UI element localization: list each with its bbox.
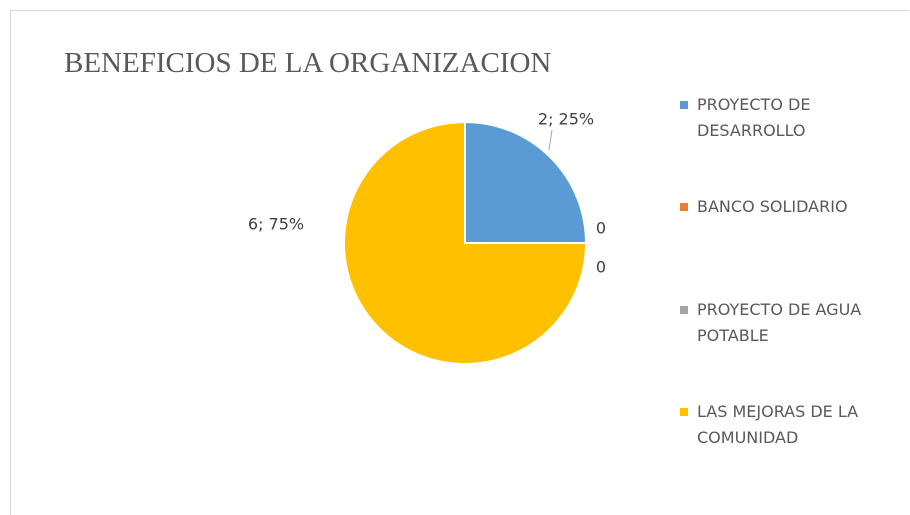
legend-label: LAS MEJORAS DE LA COMUNIDAD <box>697 402 859 447</box>
legend-item: BANCO SOLIDARIO <box>680 194 890 220</box>
data-label: 0 <box>596 219 606 238</box>
pie-slice <box>343 120 588 365</box>
legend-swatch <box>680 408 688 416</box>
legend-item: PROYECTO DE DESARROLLO <box>680 92 890 144</box>
data-label: 2; 25% <box>538 110 594 129</box>
pie-slice <box>464 120 588 244</box>
legend-label: PROYECTO DE AGUA POTABLE <box>697 300 862 345</box>
chart-title: BENEFICIOS DE LA ORGANIZACION <box>64 47 551 79</box>
legend-item: LAS MEJORAS DE LA COMUNIDAD <box>680 399 890 451</box>
data-label: 0 <box>596 258 606 277</box>
data-label: 6; 75% <box>248 215 304 234</box>
leader-line <box>548 129 553 151</box>
chart-frame <box>10 10 909 515</box>
legend-label: BANCO SOLIDARIO <box>697 197 848 216</box>
legend-swatch <box>680 203 688 211</box>
legend-label: PROYECTO DE DESARROLLO <box>697 95 811 140</box>
legend-swatch <box>680 101 688 109</box>
legend-swatch <box>680 306 688 314</box>
legend-item: PROYECTO DE AGUA POTABLE <box>680 297 890 349</box>
